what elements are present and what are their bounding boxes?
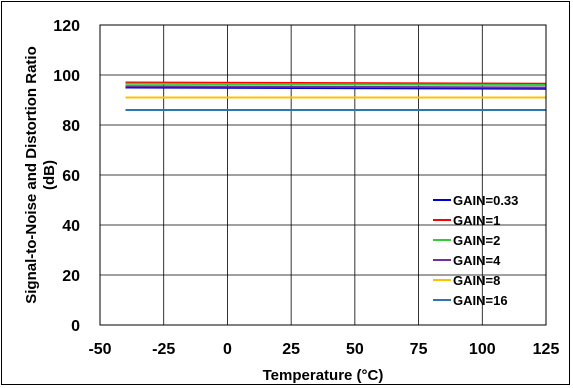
series-line [125, 82, 547, 86]
x-tick-label: 50 [346, 341, 364, 358]
x-tick-label: -50 [88, 341, 111, 358]
y-tick-label: 0 [71, 318, 80, 335]
series-line [125, 86, 547, 90]
y-axis-title-line2: (dB) [41, 160, 58, 190]
legend-label: GAIN=16 [453, 293, 508, 308]
y-tick-label: 20 [62, 268, 80, 285]
x-axis-title: Temperature (°C) [263, 367, 384, 384]
x-tick-label: -25 [152, 341, 175, 358]
legend-label: GAIN=2 [453, 233, 500, 248]
x-tick-label: 25 [282, 341, 300, 358]
legend: GAIN=0.33 GAIN=1 GAIN=2 GAIN=4 GAIN=8 GAIN=16 [433, 193, 518, 308]
y-tick-label: 120 [53, 18, 80, 35]
y-axis-title-line1: Signal-to-Noise and Distortion Ratio [23, 46, 40, 304]
grid-lines [100, 25, 546, 325]
x-tick-label: 0 [223, 341, 232, 358]
x-tick-label: 100 [469, 341, 496, 358]
y-tick-label: 40 [62, 218, 80, 235]
legend-label: GAIN=4 [453, 253, 501, 268]
y-tick-label: 100 [53, 68, 80, 85]
x-tick-labels: -50 -25 0 25 50 75 100 125 [88, 341, 559, 358]
series-lines [125, 81, 547, 111]
y-tick-label: 80 [62, 118, 80, 135]
x-tick-label: 75 [410, 341, 428, 358]
y-axis-title: Signal-to-Noise and Distortion Ratio (dB… [23, 46, 58, 304]
x-tick-label: 125 [533, 341, 560, 358]
legend-label: GAIN=1 [453, 213, 500, 228]
plot-area-border [99, 24, 547, 326]
legend-label: GAIN=0.33 [453, 193, 518, 208]
y-tick-labels: 0 20 40 60 80 100 120 [53, 18, 80, 335]
y-tick-label: 60 [62, 168, 80, 185]
legend-label: GAIN=8 [453, 273, 500, 288]
series-line [125, 85, 547, 89]
series-line [125, 81, 547, 85]
